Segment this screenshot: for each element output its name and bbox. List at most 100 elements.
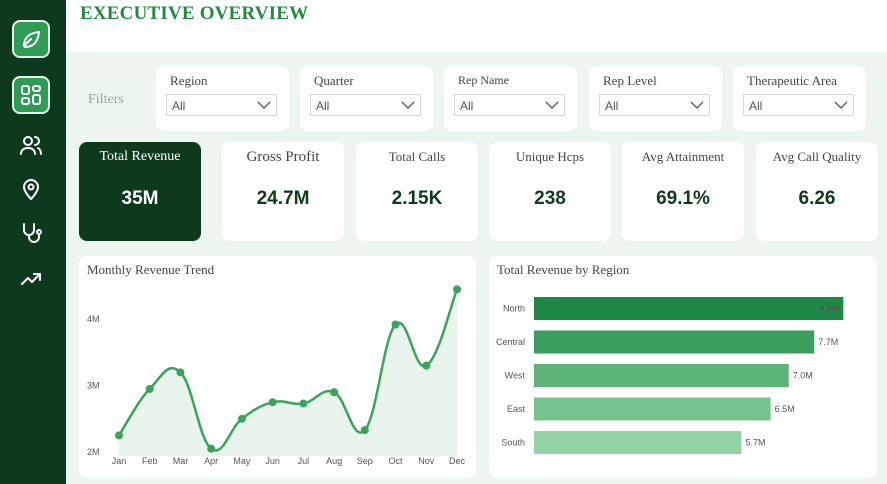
kpi-label: Unique Hcps [515, 149, 585, 164]
revenue-by-region-chart: North 8.5M Central 7.7M West 7.0M East 6.5M Sout… [496, 297, 844, 454]
x-tick-label: Apr [204, 456, 218, 466]
chevron-down-icon [257, 101, 271, 109]
x-tick-label: Aug [326, 456, 342, 466]
main-area: EXECUTIVE OVERVIEW Filters Region All Qu… [66, 0, 887, 484]
y-tick-label: 4M [87, 314, 100, 324]
kpi-label: Total Calls [388, 149, 446, 164]
select-value: All [316, 99, 330, 113]
y-tick-label: 3M [87, 381, 100, 391]
kpi-value: 24.7M [256, 188, 310, 209]
line-area-fill [119, 289, 457, 456]
chevron-down-icon [401, 101, 415, 109]
data-point[interactable] [330, 388, 339, 397]
bar-value-label: 6.5M [775, 404, 795, 414]
dashboard-content: Filters Region All Quarter All Rep Name … [66, 52, 887, 484]
kpi-value: 2.15K [391, 188, 443, 209]
kpi-value: 238 [534, 188, 566, 209]
kpi-total-calls: Total Calls 2.15K [356, 142, 478, 241]
bar-value-label: 7.7M [818, 337, 838, 347]
data-point[interactable] [115, 431, 123, 440]
kpi-label: Avg Attainment [641, 149, 725, 164]
x-tick-label: Oct [389, 456, 404, 466]
data-point[interactable] [422, 361, 431, 370]
filter-therapeutic-area: Therapeutic Area All [733, 66, 866, 131]
data-point[interactable] [176, 368, 185, 377]
kpi-avg-attainment: Avg Attainment 69.1% [622, 142, 744, 241]
region-select[interactable]: All [166, 94, 277, 116]
filter-label: Rep Level [603, 73, 657, 88]
rep-level-select[interactable]: All [599, 94, 710, 116]
kpi-total-revenue: Total Revenue 35M [79, 142, 201, 241]
filter-label: Quarter [314, 73, 354, 88]
data-point[interactable] [207, 444, 216, 453]
chevron-down-icon [834, 101, 848, 109]
category-label: East [507, 404, 526, 414]
filter-label: Therapeutic Area [747, 73, 837, 88]
data-point[interactable] [391, 320, 400, 329]
data-point[interactable] [145, 384, 154, 393]
panel-title: Total Revenue by Region [497, 262, 630, 277]
select-value: All [749, 99, 763, 113]
category-label: West [505, 371, 526, 381]
bar-value-label: 5.7M [745, 438, 765, 448]
filter-label: Rep Name [458, 73, 509, 87]
filter-label: Region [170, 73, 208, 88]
kpi-label: Total Revenue [99, 149, 181, 164]
bar-value-label: 8.5M [819, 304, 839, 314]
category-label: South [501, 438, 525, 448]
category-label: North [503, 304, 525, 314]
trending-up-icon[interactable] [12, 260, 50, 298]
kpi-avg-call-quality: Avg Call Quality 6.26 [756, 142, 878, 241]
location-pin-icon[interactable] [12, 170, 50, 208]
x-tick-label: Sep [357, 456, 373, 466]
sidebar [0, 0, 66, 484]
chevron-down-icon [545, 101, 559, 109]
region-bar[interactable] [534, 297, 844, 320]
filter-rep-name: Rep Name All [444, 66, 577, 131]
kpi-label: Avg Call Quality [772, 149, 862, 164]
kpi-unique-hcps: Unique Hcps 238 [489, 142, 611, 241]
dashboard-icon[interactable] [12, 76, 50, 114]
filter-rep-level: Rep Level All [589, 66, 722, 131]
kpi-gross-profit: Gross Profit 24.7M [222, 142, 344, 241]
users-icon[interactable] [12, 126, 50, 164]
filters-label: Filters [88, 92, 124, 107]
x-tick-label: Feb [142, 456, 158, 466]
region-bar[interactable] [534, 364, 789, 387]
kpi-label: Gross Profit [246, 149, 320, 165]
category-label: Central [496, 337, 525, 347]
panel-title: Monthly Revenue Trend [87, 262, 215, 277]
y-tick-label: 2M [87, 447, 100, 457]
bar-value-label: 7.0M [793, 371, 813, 381]
x-tick-label: Nov [418, 456, 435, 466]
x-tick-label: Jun [265, 456, 280, 466]
x-tick-label: May [233, 456, 251, 466]
revenue-by-region-panel: Total Revenue by Region North 8.5M Central… [489, 256, 877, 478]
chevron-down-icon [690, 101, 704, 109]
region-bar[interactable] [534, 330, 815, 354]
logo-leaf-icon[interactable] [12, 20, 50, 58]
select-value: All [172, 99, 186, 113]
kpi-value: 6.26 [798, 188, 836, 209]
monthly-revenue-panel: Monthly Revenue Trend 2M 3M 4M Jan Feb Mar Apr… [79, 256, 476, 478]
kpi-value: 69.1% [656, 188, 710, 209]
quarter-select[interactable]: All [310, 94, 421, 116]
x-tick-label: Mar [173, 456, 189, 466]
region-bar[interactable] [534, 431, 742, 454]
filter-region: Region All [156, 66, 289, 131]
rep-name-select[interactable]: All [454, 94, 565, 116]
x-tick-label: Jan [112, 456, 127, 466]
select-value: All [460, 99, 474, 113]
filter-quarter: Quarter All [300, 66, 433, 131]
monthly-revenue-chart: 2M 3M 4M Jan Feb Mar Apr May Jun Jul Aug Sep Oct Nov D… [87, 285, 466, 466]
page-title: EXECUTIVE OVERVIEW [80, 3, 309, 24]
data-point[interactable] [299, 399, 308, 408]
stethoscope-icon[interactable] [12, 214, 50, 252]
data-point[interactable] [360, 426, 369, 435]
region-bar[interactable] [534, 397, 771, 421]
data-point[interactable] [453, 285, 461, 294]
data-point[interactable] [237, 414, 246, 423]
data-point[interactable] [268, 398, 277, 407]
therapeutic-area-select[interactable]: All [743, 94, 854, 116]
x-tick-label: Dec [449, 456, 466, 466]
